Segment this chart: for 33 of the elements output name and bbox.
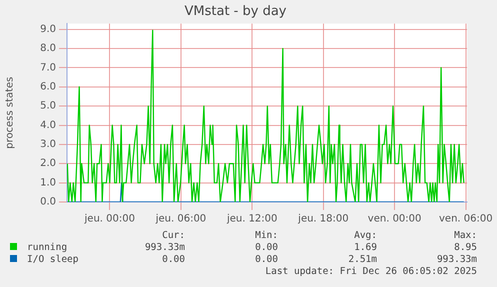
x-tick-label: jeu. 18:00 [297, 214, 349, 225]
text: 2.51m [347, 253, 377, 265]
chart-title: VMstat - by day [184, 4, 287, 20]
legend-label: I/O sleep [27, 254, 78, 264]
y-tick-label: 8.0 [40, 43, 56, 54]
text: Cur: [161, 229, 185, 241]
y-tick-label: 2.0 [40, 158, 56, 170]
text: 993.33m [144, 241, 185, 253]
x-tick-label: jeu. 06:00 [154, 214, 206, 225]
y-tick-label: 1.0 [40, 177, 56, 188]
y-tick-label: 5.0 [40, 100, 56, 112]
text: 993.33m [436, 253, 477, 265]
text: Last update: Fri Dec 26 06:05:02 2025 [265, 266, 477, 277]
x-tick-label: ven. 06:00 [439, 214, 493, 225]
text: 0.00 [254, 253, 278, 265]
text: 8.95 [453, 241, 477, 253]
text: 1.69 [353, 241, 377, 253]
text: Min: [254, 229, 278, 241]
y-axis-title: process states [4, 76, 16, 149]
y-tick-label: 3.0 [40, 139, 56, 150]
text: Max: [453, 229, 477, 241]
legend-label: running [27, 242, 68, 252]
y-tick-label: 6.0 [40, 81, 56, 92]
text: 0.00 [161, 253, 185, 265]
y-tick-label: 9.0 [40, 24, 56, 35]
y-tick-label: 7.0 [40, 62, 56, 74]
x-tick-label: jeu. 00:00 [84, 214, 135, 225]
x-tick-label: jeu. 12:00 [226, 214, 278, 225]
x-tick-label: ven. 00:00 [368, 214, 422, 225]
y-tick-label: 4.0 [40, 120, 56, 131]
y-tick-label: 0.0 [40, 196, 56, 208]
text: Avg: [353, 229, 377, 241]
text: 0.00 [254, 241, 278, 253]
